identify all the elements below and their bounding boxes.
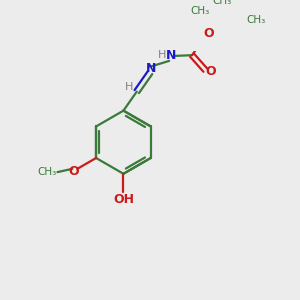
Text: H: H [125, 82, 134, 92]
Text: CH₃: CH₃ [190, 6, 209, 16]
Text: N: N [166, 49, 176, 62]
Text: O: O [69, 165, 80, 178]
Text: CH₃: CH₃ [247, 15, 266, 25]
Text: OH: OH [113, 193, 134, 206]
Text: CH₃: CH₃ [37, 167, 56, 177]
Text: O: O [203, 27, 214, 40]
Text: CH₃: CH₃ [213, 0, 232, 6]
Text: H: H [158, 50, 167, 60]
Text: N: N [146, 62, 156, 75]
Text: O: O [206, 65, 217, 78]
